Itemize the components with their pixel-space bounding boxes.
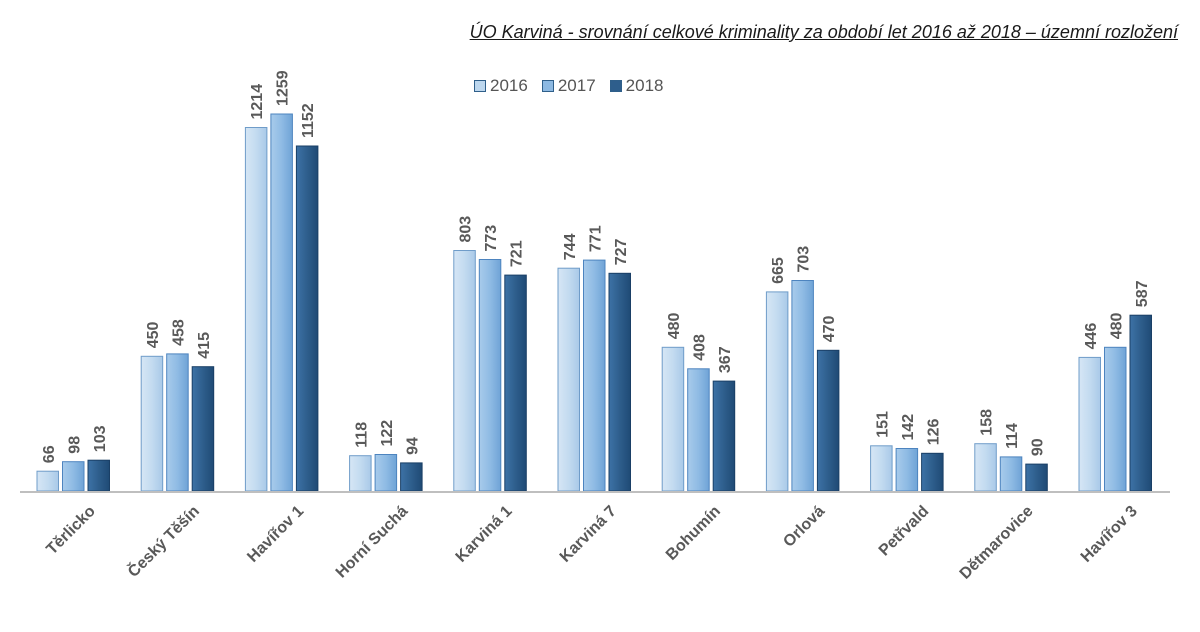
legend: 2016 2017 2018 (474, 76, 663, 96)
bar-2017-10 (1104, 346, 1127, 492)
bar-2017-1 (166, 353, 189, 492)
value-label-2017-7: 703 (796, 246, 813, 273)
bar-2018-0 (87, 459, 110, 492)
value-label-2016-6: 480 (666, 313, 683, 340)
value-label-2018-3: 94 (404, 437, 421, 455)
bar-2017-4 (478, 259, 502, 492)
value-label-2018-0: 103 (92, 425, 109, 452)
bar-2018-5 (608, 272, 631, 492)
value-label-2017-10: 480 (1108, 313, 1125, 340)
value-label-2018-10: 587 (1134, 280, 1151, 307)
value-label-2016-3: 118 (353, 422, 370, 448)
bar-2017-7 (791, 280, 814, 492)
category-label-8: Petřvald (876, 503, 933, 560)
value-label-2017-5: 771 (587, 225, 604, 252)
value-label-2018-5: 727 (613, 239, 630, 266)
bar-2016-7 (765, 291, 789, 492)
bar-2018-8 (921, 452, 944, 492)
value-label-2016-4: 803 (458, 216, 475, 243)
category-label-2: Havířov 1 (244, 503, 307, 566)
bar-2018-3 (400, 462, 423, 492)
value-label-2016-1: 450 (145, 322, 162, 349)
value-label-2017-8: 142 (900, 414, 917, 441)
value-label-2016-10: 446 (1083, 323, 1100, 350)
legend-label-2018: 2018 (625, 76, 664, 95)
category-label-5: Karviná 7 (557, 503, 620, 566)
value-label-2016-5: 744 (562, 233, 579, 260)
bar-2016-1 (140, 355, 164, 492)
category-label-10: Havířov 3 (1078, 503, 1141, 566)
value-label-2017-0: 98 (66, 436, 83, 454)
value-label-2016-7: 665 (770, 257, 787, 284)
bar-2017-9 (999, 456, 1023, 492)
value-label-2018-9: 90 (1030, 438, 1047, 456)
category-label-1: Český Těšín (124, 501, 203, 580)
value-labels-group: 66 98 103 450 458 415 1214 1259 1152 118 122 94 803 7… (41, 70, 1151, 463)
value-label-2018-2: 1152 (300, 103, 317, 138)
legend-swatch-2017 (541, 80, 554, 92)
bar-2017-3 (374, 454, 398, 492)
bar-2018-10 (1129, 314, 1152, 492)
category-label-4: Karviná 1 (453, 503, 516, 566)
value-label-2017-4: 773 (483, 225, 500, 252)
bar-2016-2 (244, 127, 268, 492)
value-label-2016-9: 158 (979, 409, 996, 436)
bar-2016-4 (453, 250, 476, 492)
value-label-2017-6: 408 (692, 334, 709, 361)
value-label-2018-4: 721 (509, 240, 526, 267)
bar-2018-7 (816, 349, 840, 492)
bar-2018-1 (191, 366, 215, 492)
bar-2018-6 (712, 380, 736, 492)
value-label-2016-8: 151 (874, 411, 891, 438)
value-label-2017-1: 458 (170, 319, 187, 346)
legend-label-2017: 2017 (557, 76, 596, 95)
category-label-6: Bohumín (663, 503, 724, 564)
value-label-2018-6: 367 (717, 346, 734, 373)
category-label-7: Orlová (780, 503, 828, 551)
bar-2017-0 (62, 461, 85, 492)
bars-group (36, 113, 1152, 492)
bar-2017-6 (687, 368, 710, 492)
bar-2016-10 (1078, 356, 1101, 492)
legend-item-2016: 2016 (474, 76, 528, 96)
value-label-2017-2: 1259 (275, 70, 292, 106)
bar-2016-3 (349, 455, 372, 492)
bar-2016-0 (36, 470, 59, 492)
bar-2016-5 (557, 267, 580, 492)
bar-2017-2 (270, 113, 293, 492)
value-label-2018-1: 415 (196, 332, 213, 359)
bar-2017-8 (895, 448, 919, 492)
category-label-0: Těrlicko (43, 503, 99, 559)
category-label-9: Dětmarovice (957, 503, 1037, 583)
category-labels-group: Těrlicko Český Těšín Havířov 1 Horní Suchá K… (43, 501, 1140, 582)
legend-label-2016: 2016 (490, 76, 528, 95)
category-label-3: Horní Suchá (333, 503, 412, 582)
bar-2017-5 (583, 259, 606, 492)
value-label-2017-3: 122 (379, 420, 396, 447)
value-label-2018-7: 470 (821, 316, 838, 343)
legend-item-2018: 2018 (609, 76, 664, 96)
legend-item-2017: 2017 (541, 76, 596, 96)
chart-title: ÚO Karviná - srovnání celkové kriminalit… (469, 22, 1178, 42)
value-label-2017-9: 114 (1004, 423, 1021, 449)
value-label-2016-2: 1214 (249, 84, 266, 120)
bar-2018-9 (1025, 463, 1048, 492)
legend-swatch-2016 (474, 80, 486, 92)
legend-swatch-2018 (609, 80, 622, 92)
value-label-2018-8: 126 (925, 419, 942, 446)
bar-2016-6 (661, 346, 685, 492)
bar-2016-9 (974, 443, 997, 492)
value-label-2016-0: 66 (41, 445, 58, 463)
bar-2016-8 (870, 445, 893, 492)
bar-2018-2 (295, 145, 319, 492)
bar-2018-4 (504, 274, 527, 492)
